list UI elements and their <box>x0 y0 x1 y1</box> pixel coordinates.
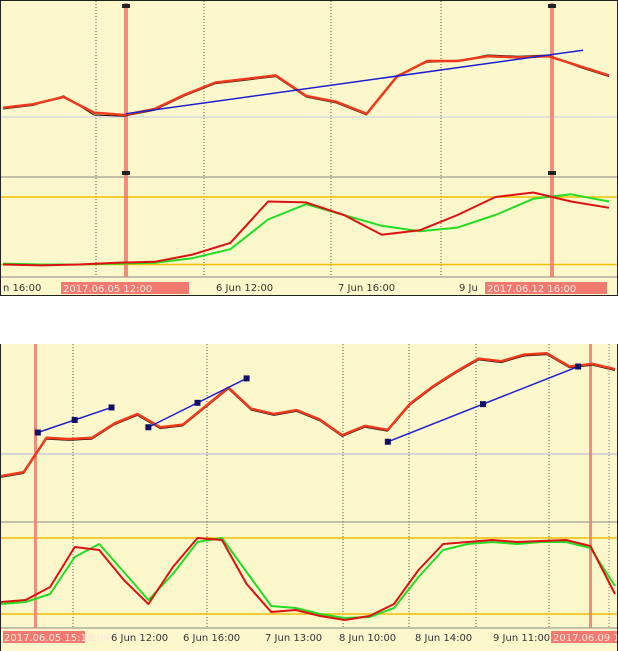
highlight-label-bg <box>3 631 85 643</box>
trendline-handle <box>575 363 582 370</box>
oscillator-green-line <box>1 537 616 619</box>
vertical-marker <box>589 344 592 628</box>
oscillator-red-line <box>1 537 616 621</box>
trendline-handle <box>108 404 115 411</box>
marker-handle <box>122 4 130 8</box>
bottom-chart-svg: 6 Jun 12:00 6 Jun 16:00 7 Jun 13:00 8 Jun 1… <box>1 344 618 644</box>
marker-handle <box>548 171 556 175</box>
highlight-label-bg <box>485 282 607 294</box>
top-chart-panel: n 16:00 6 Jun 12:00 7 Jun 16:00 9 Ju 2017.06… <box>0 0 618 296</box>
x-tick-label: 7 Jun 13:00 <box>265 633 322 644</box>
highlight-label-bg <box>61 282 189 294</box>
x-tick-label: 9 Ju <box>459 283 478 294</box>
vertical-marker <box>550 3 554 277</box>
highlight-label: 2017.06.05 12:00 <box>63 284 152 295</box>
highlight-label: 2017.06.05 15:18:00 <box>4 633 109 644</box>
vertical-marker <box>124 3 128 277</box>
trendline <box>125 49 584 115</box>
oscillator-green-line <box>2 193 610 266</box>
marker-handle <box>548 4 556 8</box>
x-tick-label: n 16:00 <box>3 283 41 294</box>
trendline-handle <box>243 375 250 382</box>
highlight-label: 2017.06.09 16 <box>553 633 618 644</box>
highlight-label-bg <box>551 631 617 643</box>
trendline-handle <box>34 429 41 436</box>
trendline-handle <box>145 424 152 431</box>
trendline-handle <box>71 416 78 423</box>
price-line <box>1 352 616 478</box>
bottom-chart-panel: 6 Jun 12:00 6 Jun 16:00 7 Jun 13:00 8 Jun 1… <box>0 344 618 651</box>
vertical-marker <box>34 344 37 628</box>
price-line <box>2 54 610 117</box>
price-thin-line <box>2 54 610 117</box>
trendline-handle <box>194 399 201 406</box>
x-tick-label: 6 Jun 12:00 <box>216 283 273 294</box>
x-tick-label: 6 Jun 12:00 <box>111 633 168 644</box>
x-tick-label: 8 Jun 14:00 <box>415 633 472 644</box>
x-tick-label: 8 Jun 10:00 <box>339 633 396 644</box>
oscillator-red-line <box>2 191 610 267</box>
x-tick-label: 6 Jun 16:00 <box>183 633 240 644</box>
x-tick-label: 9 Jun 11:00 <box>493 633 550 644</box>
marker-handle <box>122 171 130 175</box>
trendline-handle <box>384 438 391 445</box>
top-chart-svg: n 16:00 6 Jun 12:00 7 Jun 16:00 9 Ju 2017.06… <box>1 1 617 295</box>
trendline-handle <box>479 401 486 408</box>
highlight-label: 2017.06.12 16:00 <box>487 284 576 295</box>
x-tick-label: 7 Jun 16:00 <box>338 283 395 294</box>
